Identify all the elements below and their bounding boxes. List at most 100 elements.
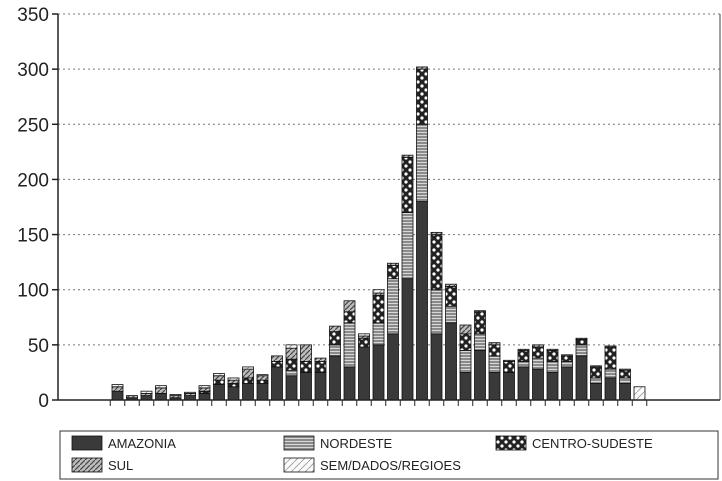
bar-segment [517,348,530,351]
bar-segment [459,333,472,351]
bar-segment [546,349,559,362]
bar-segment [604,377,617,401]
bar-segment [532,357,544,370]
bar-segment [401,154,414,158]
bar-segment [300,372,312,401]
bar-segment [300,344,312,362]
bar-segment [590,366,602,379]
bar-segment [459,349,472,373]
y-tick-label: 0 [38,391,49,412]
bar-segment [488,355,501,373]
bar-segment [358,333,370,337]
y-tick-label: 50 [28,336,49,357]
bar-segment [474,333,486,351]
bar-segment [314,360,327,373]
bar-segment [256,383,269,401]
bar-segment [343,366,356,401]
bar-segment [256,379,269,384]
bar-segment [619,369,631,379]
bar-segment [329,331,341,346]
bar-segment [604,345,617,348]
bar-segment [503,372,515,401]
legend-label: NORDESTE [320,436,393,451]
bar-segment [372,289,385,294]
bar-segment [111,386,124,392]
legend-box [59,430,719,480]
bar-segment [590,365,602,368]
bar-segment [358,337,370,348]
bar-segment [459,372,472,401]
bar-segment [285,369,298,377]
bar-segment [546,360,559,373]
bar-segment [387,333,399,401]
bar-segment [416,66,428,70]
bar-segment [430,231,443,235]
bar-segment [517,366,530,401]
bar-segment [285,344,298,349]
bar-segment [532,346,544,359]
y-tick-label: 100 [17,281,49,302]
legend-label: SEM/DADOS/REGIOES [320,458,461,473]
bar-segment [387,262,399,266]
legend-label: CENTRO-SUDESTE [532,436,653,451]
bar-segment [126,395,138,399]
bar-segment [387,278,399,335]
y-tick-label: 350 [17,5,49,26]
bar-segment [213,375,225,381]
bar-segment [184,391,196,394]
bar-segment [445,283,457,287]
bar-segment [387,265,399,280]
x-axis-ticks [109,400,648,406]
bar-segment [430,234,443,291]
bar-segment [619,377,631,384]
bar-segment [561,360,573,368]
bar-segment [285,375,298,401]
bar-segment [445,305,457,324]
bar-segment [546,372,559,401]
bar-segment [401,212,414,280]
bar-segment [517,360,530,368]
bar-segment [488,344,501,357]
legend-swatch [283,435,315,451]
bar-segment [213,384,225,401]
legend-label: AMAZONIA [108,436,176,451]
bar-segment [459,324,472,335]
bar-segment [430,333,443,401]
y-axis-ticks: 0 50 100 150 200 250 300 350 [17,5,58,412]
bar-segment [619,383,631,401]
bar-segment [416,123,428,202]
bar-segment [343,322,356,368]
legend-swatch [495,435,527,451]
bar-segment [227,379,240,384]
bar-segment [575,344,588,357]
legend-swatch [71,457,103,473]
bar-segment [561,354,573,357]
bar-segment [619,368,631,371]
bar-segment [575,338,588,346]
bar-segment [256,374,269,377]
bar-segment [242,366,254,370]
bar-segment [445,322,457,401]
bar-segment [343,311,356,324]
bar-segment [329,325,341,333]
bar-segment [285,358,298,371]
bar-segment [271,366,283,401]
bar-segment [474,310,486,313]
bar-segment [343,300,356,313]
bar-segment [227,383,240,388]
bar-segment [401,278,414,401]
bar-segment [488,372,501,401]
bar-segment [503,359,515,362]
bar-segment [561,355,573,362]
bar-segment [604,346,617,370]
y-tick-label: 300 [17,60,49,81]
bar-segment [271,360,283,368]
bar-segment [503,360,515,373]
bar-segment [300,360,312,373]
bar-segment [242,383,254,401]
bar-segment [575,355,588,401]
bar-segment [213,373,225,377]
bar-segment [590,383,602,401]
bar-segment [169,394,182,396]
bar-segment [416,68,428,125]
